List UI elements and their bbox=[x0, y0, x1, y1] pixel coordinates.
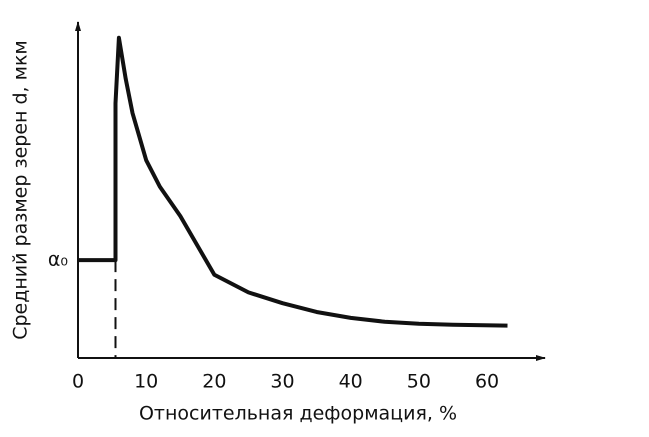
x-tick-label: 60 bbox=[475, 371, 499, 393]
x-tick-label: 0 bbox=[72, 371, 84, 393]
x-tick-label: 10 bbox=[134, 371, 158, 393]
x-tick-label: 40 bbox=[339, 371, 363, 393]
data-line bbox=[78, 35, 508, 328]
y-axis-label: Средний размер зерен d, мкм bbox=[10, 40, 32, 340]
x-tick-label: 50 bbox=[407, 371, 431, 393]
x-tick-label: 20 bbox=[202, 371, 226, 393]
x-tick-label: 30 bbox=[270, 371, 294, 393]
y-tick-label: α₀ bbox=[48, 249, 68, 271]
x-axis-label: Относительная деформация, % bbox=[139, 403, 457, 425]
